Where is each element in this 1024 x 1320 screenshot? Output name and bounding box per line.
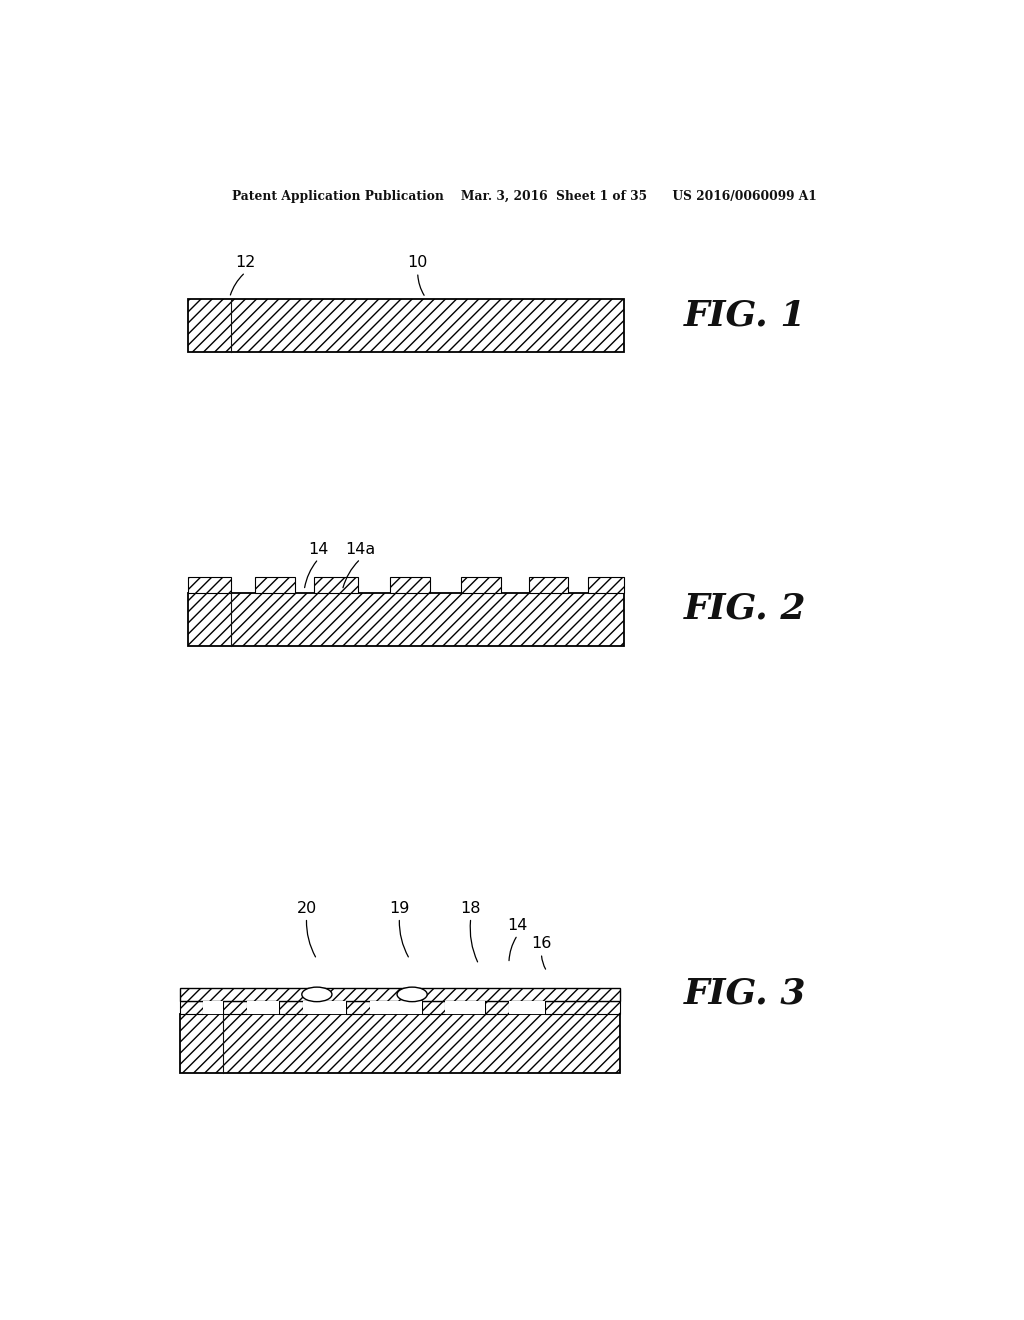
Text: Patent Application Publication    Mar. 3, 2016  Sheet 1 of 35      US 2016/00600: Patent Application Publication Mar. 3, 2… (232, 190, 817, 202)
Ellipse shape (397, 987, 427, 1002)
Text: 12: 12 (236, 255, 256, 271)
Bar (545, 1001, 621, 1014)
Text: 16: 16 (531, 936, 552, 952)
Bar (279, 1001, 303, 1014)
Bar (223, 1001, 247, 1014)
Bar (588, 577, 624, 594)
Bar (179, 1014, 621, 1073)
Bar (346, 1001, 370, 1014)
Bar (179, 987, 621, 1001)
Text: 14: 14 (508, 917, 527, 933)
Bar (255, 577, 295, 594)
Text: 18: 18 (461, 900, 481, 916)
Text: 10: 10 (408, 255, 428, 271)
Bar (485, 1001, 509, 1014)
Text: 14: 14 (308, 541, 329, 557)
Bar (187, 594, 624, 647)
Text: 19: 19 (389, 900, 410, 916)
Bar (390, 577, 430, 594)
Text: 20: 20 (296, 900, 316, 916)
Bar (445, 1001, 485, 1014)
Bar (314, 577, 358, 594)
Bar (247, 1001, 279, 1014)
Bar (370, 1001, 422, 1014)
Ellipse shape (302, 987, 332, 1002)
Bar (461, 577, 501, 594)
Bar (509, 1001, 545, 1014)
Text: 14a: 14a (345, 541, 376, 557)
Text: FIG. 3: FIG. 3 (684, 977, 806, 1011)
Bar (179, 1001, 204, 1014)
Bar (303, 1001, 346, 1014)
Bar (187, 298, 624, 351)
Bar (204, 1001, 223, 1014)
Bar (422, 1001, 445, 1014)
Text: FIG. 2: FIG. 2 (684, 591, 806, 626)
Bar (528, 577, 568, 594)
Bar (187, 577, 231, 594)
Text: FIG. 1: FIG. 1 (684, 298, 806, 333)
